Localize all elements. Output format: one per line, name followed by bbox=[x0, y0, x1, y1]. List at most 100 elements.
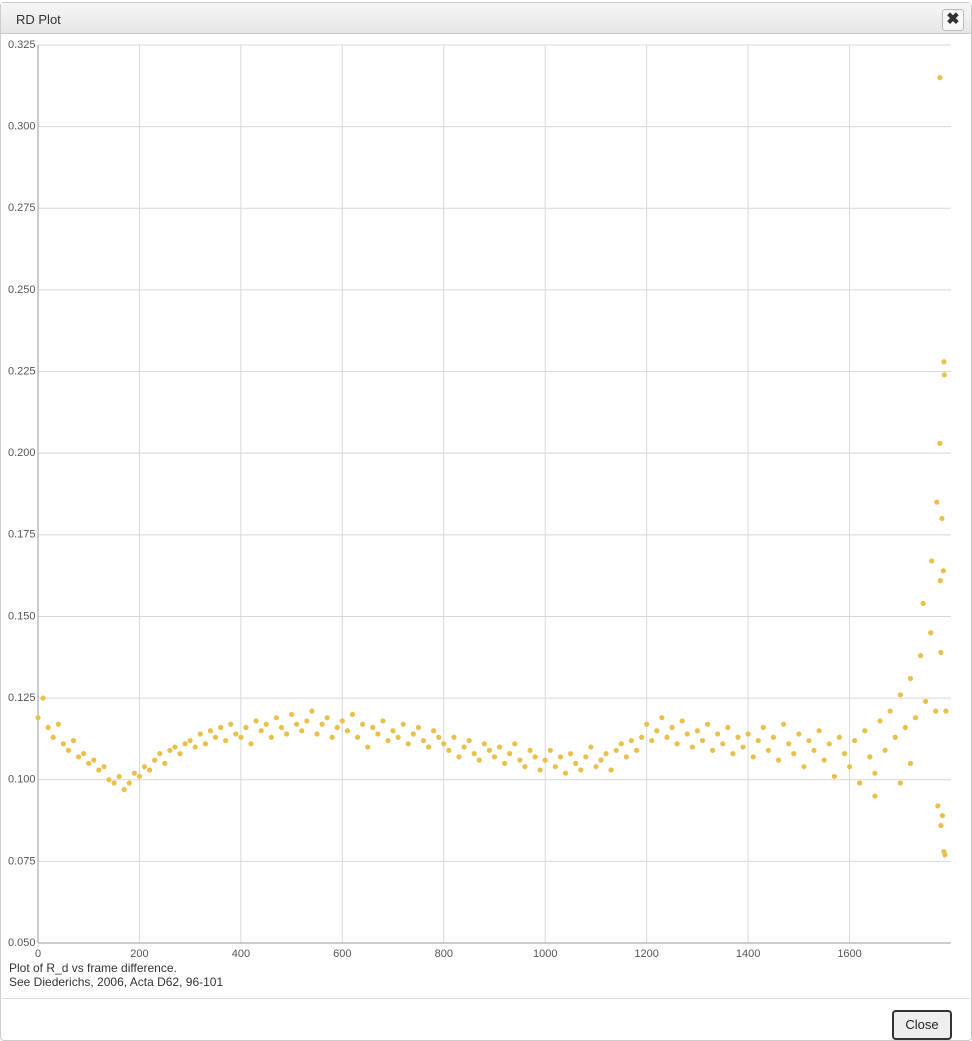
point bbox=[238, 734, 244, 740]
point bbox=[360, 721, 366, 727]
y-tick-label: 0.125 bbox=[8, 692, 36, 704]
point bbox=[471, 751, 477, 757]
point bbox=[91, 757, 97, 763]
x-tick-label: 1400 bbox=[736, 948, 760, 960]
point bbox=[633, 747, 640, 753]
point bbox=[588, 744, 594, 750]
point bbox=[902, 724, 908, 731]
point bbox=[603, 751, 609, 757]
point bbox=[578, 767, 584, 773]
point bbox=[781, 721, 787, 727]
point bbox=[405, 741, 411, 747]
point bbox=[679, 718, 685, 724]
point bbox=[106, 777, 112, 783]
point bbox=[370, 724, 376, 731]
point bbox=[162, 760, 168, 767]
point bbox=[146, 767, 153, 773]
point bbox=[278, 724, 285, 731]
point bbox=[451, 734, 457, 740]
point bbox=[309, 708, 315, 714]
point bbox=[537, 767, 543, 773]
point bbox=[431, 728, 437, 734]
point bbox=[937, 440, 943, 446]
point bbox=[664, 734, 670, 740]
point bbox=[136, 773, 143, 780]
point bbox=[623, 754, 629, 760]
point bbox=[96, 767, 102, 773]
point bbox=[811, 747, 817, 753]
point bbox=[941, 359, 947, 365]
point bbox=[669, 724, 675, 731]
point bbox=[929, 558, 935, 564]
point bbox=[562, 770, 569, 776]
point bbox=[111, 780, 117, 786]
point bbox=[892, 734, 898, 740]
point bbox=[395, 734, 401, 740]
y-tick-label: 0.225 bbox=[8, 365, 36, 377]
point bbox=[583, 754, 589, 760]
point bbox=[517, 757, 523, 763]
point bbox=[334, 724, 340, 731]
point bbox=[294, 721, 300, 727]
point bbox=[940, 568, 946, 574]
close-button[interactable]: Close bbox=[892, 1010, 952, 1040]
point bbox=[344, 728, 351, 734]
y-tick-label: 0.250 bbox=[8, 284, 36, 296]
point bbox=[710, 747, 716, 753]
point bbox=[116, 773, 122, 780]
point bbox=[725, 724, 731, 731]
point bbox=[897, 692, 903, 698]
point bbox=[263, 721, 269, 727]
point bbox=[324, 715, 330, 721]
point bbox=[456, 754, 462, 760]
point bbox=[527, 747, 533, 753]
point bbox=[228, 721, 234, 727]
point bbox=[897, 780, 903, 786]
point bbox=[649, 737, 655, 744]
point bbox=[410, 731, 416, 737]
point bbox=[101, 764, 107, 770]
point bbox=[938, 649, 944, 655]
y-tick-label: 0.325 bbox=[8, 39, 36, 51]
point bbox=[857, 780, 863, 786]
point bbox=[674, 741, 680, 747]
y-tick-label: 0.050 bbox=[8, 937, 36, 949]
x-tick-label: 1200 bbox=[634, 948, 658, 960]
point bbox=[532, 754, 538, 760]
x-tick-label: 400 bbox=[232, 948, 250, 960]
point bbox=[821, 757, 827, 763]
point bbox=[273, 715, 279, 721]
point bbox=[207, 728, 214, 734]
point bbox=[598, 757, 604, 763]
close-icon[interactable]: ✖ bbox=[942, 9, 964, 31]
point bbox=[862, 728, 868, 734]
point bbox=[177, 751, 183, 757]
point bbox=[613, 747, 619, 753]
point bbox=[157, 751, 163, 757]
note: See Diederichs, 2006, Acta D62, 96-101 bbox=[9, 975, 224, 989]
point bbox=[60, 741, 66, 747]
dialog-title: RD Plot bbox=[16, 12, 61, 27]
point bbox=[126, 780, 132, 786]
point bbox=[826, 741, 832, 747]
point bbox=[852, 737, 858, 744]
point bbox=[760, 724, 766, 731]
point bbox=[877, 718, 883, 724]
point bbox=[745, 731, 751, 737]
point bbox=[934, 499, 940, 505]
point bbox=[937, 577, 943, 584]
point bbox=[258, 728, 264, 734]
point bbox=[283, 731, 290, 737]
x-tick-label: 800 bbox=[435, 948, 453, 960]
point bbox=[907, 675, 914, 682]
point bbox=[907, 760, 914, 767]
point bbox=[765, 747, 772, 753]
point bbox=[573, 760, 579, 767]
point bbox=[65, 747, 72, 753]
point bbox=[349, 711, 356, 718]
point bbox=[941, 372, 948, 378]
point bbox=[512, 741, 518, 747]
point bbox=[502, 760, 508, 767]
point bbox=[70, 737, 77, 744]
